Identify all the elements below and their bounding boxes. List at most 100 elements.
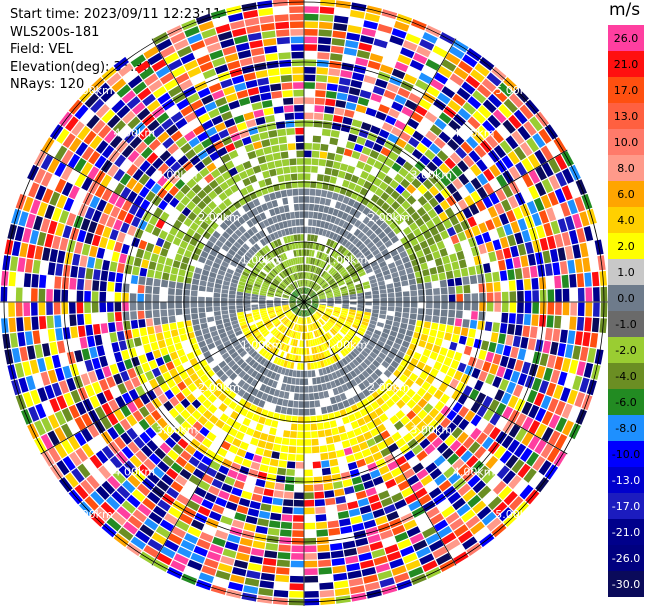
range-gate — [469, 388, 480, 401]
range-gate — [313, 274, 318, 282]
range-gate — [186, 351, 195, 361]
range-gate — [476, 159, 488, 172]
range-gate — [326, 382, 332, 390]
range-gate — [298, 196, 304, 203]
range-gate — [309, 281, 313, 288]
range-gate — [175, 167, 187, 178]
range-gate — [440, 187, 451, 199]
range-gate — [84, 359, 94, 372]
range-gate — [259, 212, 267, 221]
range-gate — [372, 264, 380, 271]
range-gate — [337, 510, 350, 519]
range-gate — [79, 255, 88, 267]
range-gate — [522, 416, 534, 431]
range-gate — [304, 302, 311, 304]
range-gate — [258, 347, 266, 355]
range-gate — [77, 203, 88, 217]
range-gate — [250, 548, 265, 557]
range-gate — [311, 158, 319, 166]
range-gate — [431, 274, 439, 282]
range-gate — [286, 377, 292, 384]
range-gate — [124, 358, 133, 370]
range-gate — [137, 87, 152, 101]
range-gate — [113, 219, 123, 231]
range-gate — [54, 410, 67, 426]
range-gate — [75, 142, 88, 157]
range-gate — [295, 378, 300, 385]
range-gate — [327, 277, 333, 283]
range-gate — [366, 438, 376, 448]
range-gate — [228, 427, 238, 437]
range-gate — [353, 321, 361, 327]
range-gate — [243, 9, 259, 19]
range-gate — [355, 490, 367, 500]
range-gate — [296, 370, 301, 378]
range-gate — [32, 259, 41, 274]
range-gate — [278, 206, 285, 214]
start-time-label: Start time: 2023/09/11 12:23:11 — [10, 7, 222, 22]
range-gate — [223, 198, 232, 207]
range-gate — [381, 265, 389, 272]
range-gate — [316, 529, 329, 537]
range-gate — [531, 377, 542, 392]
range-gate — [277, 467, 287, 476]
range-gate — [386, 551, 402, 562]
range-gate — [327, 223, 334, 231]
range-gate — [328, 267, 334, 274]
range-gate — [234, 82, 247, 92]
range-gate — [464, 195, 475, 207]
range-gate — [224, 118, 236, 128]
range-gate — [336, 92, 348, 101]
range-gate — [284, 228, 290, 236]
range-gate — [394, 20, 410, 32]
range-gate — [304, 302, 306, 309]
range-gate — [268, 311, 275, 316]
range-gate — [290, 331, 295, 338]
range-gate — [366, 156, 376, 166]
range-gate — [345, 406, 353, 415]
range-gate — [219, 265, 227, 272]
range-gate — [465, 75, 481, 89]
range-gate — [517, 348, 527, 361]
range-gate — [221, 171, 232, 181]
range-gate — [361, 225, 370, 234]
range-gate — [127, 190, 138, 203]
range-gate — [75, 447, 88, 462]
range-gate — [329, 257, 335, 265]
range-gate — [357, 254, 365, 262]
range-gate — [298, 288, 301, 295]
range-gate — [197, 444, 209, 455]
range-gate — [248, 237, 256, 245]
range-gate — [387, 230, 396, 239]
range-gate — [223, 276, 232, 282]
range-gate — [305, 332, 308, 340]
range-gate — [404, 493, 418, 505]
range-gate — [536, 225, 546, 239]
range-gate — [370, 427, 380, 437]
range-gate — [489, 412, 501, 426]
range-gate — [318, 243, 323, 251]
range-gate — [297, 272, 301, 280]
range-gate — [458, 406, 469, 418]
range-gate — [261, 286, 268, 290]
range-gate — [197, 131, 209, 142]
range-gate — [363, 284, 371, 290]
range-gate — [186, 189, 196, 200]
range-gate — [149, 215, 159, 226]
range-gate — [402, 161, 414, 172]
range-gate — [318, 294, 326, 298]
range-gate — [184, 130, 196, 142]
range-gate — [252, 430, 262, 439]
range-gate — [175, 474, 188, 487]
range-gate — [278, 221, 284, 230]
range-gate — [407, 474, 420, 486]
range-gate — [196, 54, 211, 66]
range-gate — [508, 424, 521, 438]
range-gate — [292, 292, 298, 298]
range-gate — [372, 298, 380, 302]
range-gate — [306, 287, 309, 295]
range-gate — [289, 300, 296, 302]
range-gate — [304, 507, 315, 515]
range-gate — [356, 313, 363, 318]
range-gate — [280, 282, 287, 288]
